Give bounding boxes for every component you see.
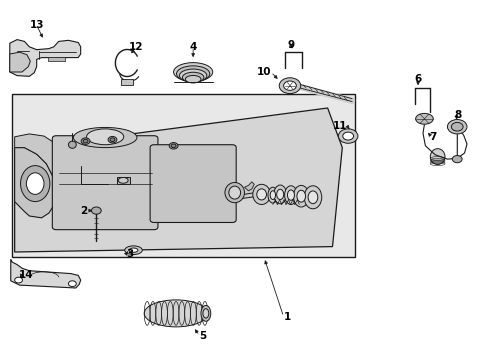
Text: 5: 5 bbox=[199, 330, 206, 341]
Ellipse shape bbox=[169, 143, 178, 149]
Ellipse shape bbox=[91, 207, 101, 214]
Ellipse shape bbox=[83, 139, 88, 143]
Polygon shape bbox=[15, 134, 63, 176]
Text: 2: 2 bbox=[80, 206, 87, 216]
Ellipse shape bbox=[173, 63, 212, 81]
Ellipse shape bbox=[171, 144, 176, 148]
Ellipse shape bbox=[304, 186, 321, 209]
Ellipse shape bbox=[144, 300, 207, 327]
Text: 10: 10 bbox=[256, 67, 270, 77]
Ellipse shape bbox=[284, 186, 297, 204]
Ellipse shape bbox=[451, 156, 461, 163]
FancyBboxPatch shape bbox=[150, 145, 236, 222]
Ellipse shape bbox=[415, 113, 432, 124]
Ellipse shape bbox=[179, 69, 206, 82]
Text: 11: 11 bbox=[332, 121, 346, 131]
Ellipse shape bbox=[73, 127, 137, 148]
Ellipse shape bbox=[118, 177, 128, 183]
Ellipse shape bbox=[342, 132, 353, 140]
Text: 7: 7 bbox=[428, 132, 436, 142]
Ellipse shape bbox=[176, 66, 209, 82]
Bar bbox=[121, 79, 133, 85]
Ellipse shape bbox=[108, 136, 117, 143]
Bar bbox=[48, 57, 65, 61]
Ellipse shape bbox=[267, 187, 277, 203]
Ellipse shape bbox=[293, 185, 308, 207]
Ellipse shape bbox=[296, 190, 305, 202]
Ellipse shape bbox=[185, 76, 201, 83]
Text: 8: 8 bbox=[454, 110, 461, 120]
Ellipse shape bbox=[129, 248, 138, 252]
FancyBboxPatch shape bbox=[52, 136, 158, 230]
Ellipse shape bbox=[429, 149, 444, 165]
Polygon shape bbox=[15, 108, 342, 252]
Ellipse shape bbox=[256, 189, 266, 200]
Ellipse shape bbox=[68, 141, 76, 148]
Ellipse shape bbox=[228, 186, 240, 199]
Text: 13: 13 bbox=[29, 20, 44, 30]
Ellipse shape bbox=[283, 81, 296, 90]
Text: 14: 14 bbox=[19, 270, 33, 280]
Ellipse shape bbox=[269, 191, 275, 199]
Ellipse shape bbox=[81, 138, 90, 144]
Ellipse shape bbox=[338, 129, 357, 143]
Ellipse shape bbox=[86, 129, 123, 145]
Ellipse shape bbox=[110, 138, 115, 141]
Text: 3: 3 bbox=[126, 249, 133, 259]
Ellipse shape bbox=[182, 72, 203, 82]
Text: 6: 6 bbox=[414, 74, 421, 84]
Text: 12: 12 bbox=[128, 42, 143, 52]
Ellipse shape bbox=[447, 120, 466, 134]
Polygon shape bbox=[10, 40, 81, 76]
Polygon shape bbox=[15, 148, 56, 218]
Ellipse shape bbox=[276, 189, 283, 199]
Bar bbox=[117, 177, 129, 184]
Ellipse shape bbox=[203, 309, 208, 318]
Ellipse shape bbox=[68, 281, 76, 287]
Ellipse shape bbox=[224, 183, 244, 203]
Ellipse shape bbox=[20, 166, 50, 202]
Ellipse shape bbox=[124, 246, 142, 255]
Ellipse shape bbox=[273, 185, 286, 204]
Ellipse shape bbox=[201, 305, 210, 321]
Ellipse shape bbox=[279, 78, 300, 94]
Ellipse shape bbox=[26, 173, 44, 194]
Polygon shape bbox=[11, 259, 81, 288]
Polygon shape bbox=[10, 52, 30, 72]
Bar bbox=[12, 94, 354, 257]
Text: 4: 4 bbox=[189, 42, 197, 52]
Ellipse shape bbox=[450, 122, 462, 131]
Ellipse shape bbox=[287, 190, 294, 200]
Ellipse shape bbox=[15, 277, 22, 283]
Polygon shape bbox=[244, 182, 254, 191]
Text: 9: 9 bbox=[287, 40, 294, 50]
Ellipse shape bbox=[252, 184, 270, 204]
Text: 1: 1 bbox=[283, 312, 290, 322]
Ellipse shape bbox=[307, 191, 317, 204]
